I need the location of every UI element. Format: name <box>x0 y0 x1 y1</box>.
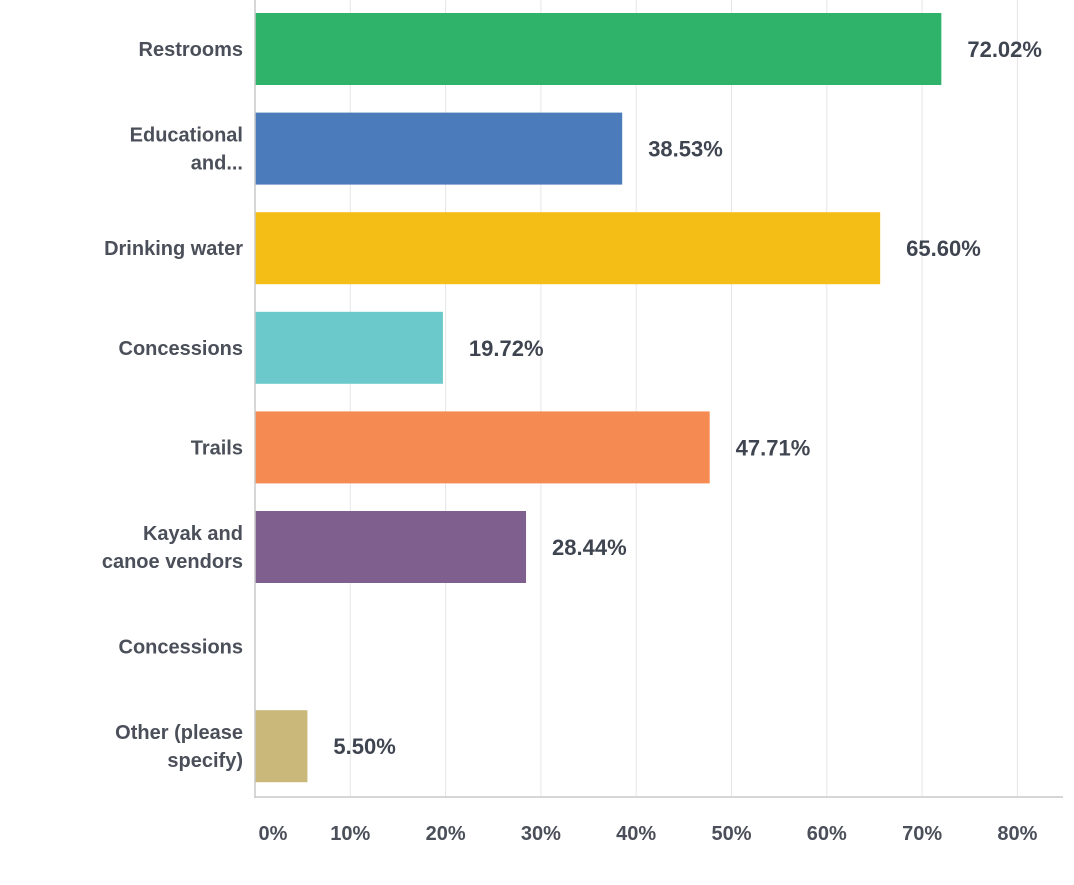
category-label-5: Kayak and canoe vendors <box>102 523 243 573</box>
tick-label-50pct: 50% <box>711 823 751 845</box>
category-label-line: Drinking water <box>104 238 243 260</box>
category-label-3: Concessions <box>119 338 243 360</box>
bar-0 <box>255 13 942 85</box>
bar-3 <box>255 311 443 384</box>
bars <box>255 13 942 783</box>
category-label-line: canoe vendors <box>102 551 243 573</box>
tick-label-60pct: 60% <box>807 823 847 845</box>
x-tick-labels: 0% 10% 20% 30% 40% 50% 60% 70% 80% <box>259 823 1038 845</box>
category-label-line: Educational <box>130 125 243 147</box>
category-label-line: Restrooms <box>139 39 243 61</box>
category-label-line: specify) <box>167 750 243 772</box>
tick-label-30pct: 30% <box>521 823 561 845</box>
value-label-0: 72.02% <box>967 37 1042 62</box>
category-label-2: Drinking water <box>104 238 243 260</box>
bar-1 <box>255 112 623 185</box>
tick-label-10pct: 10% <box>330 823 370 845</box>
category-label-line: Concessions <box>119 637 243 659</box>
category-label-line: Kayak and <box>143 523 243 545</box>
bar-2 <box>255 212 881 285</box>
tick-label-80pct: 80% <box>997 823 1037 845</box>
category-label-line: and... <box>191 153 243 175</box>
axes <box>254 0 1063 798</box>
tick-label-70pct: 70% <box>902 823 942 845</box>
category-label-1: Educational and... <box>130 125 243 175</box>
category-label-4: Trails <box>191 437 243 459</box>
category-label-line: Other (please <box>115 722 243 744</box>
category-label-7: Other (please specify) <box>115 722 243 772</box>
value-label-4: 47.71% <box>736 435 811 460</box>
value-label-7: 5.50% <box>333 734 395 759</box>
tick-label-20pct: 20% <box>426 823 466 845</box>
category-label-line: Concessions <box>119 338 243 360</box>
category-label-6: Concessions <box>119 637 243 659</box>
category-label-line: Trails <box>191 437 243 459</box>
value-label-5: 28.44% <box>552 535 627 560</box>
value-label-2: 65.60% <box>906 236 981 261</box>
tick-label-0pct: 0% <box>259 823 288 845</box>
category-label-0: Restrooms <box>139 39 243 61</box>
value-labels: 72.02% 38.53% 65.60% 19.72% 47.71% 28.44% 5.50… <box>333 37 1042 759</box>
bar-4 <box>255 411 710 484</box>
category-labels: Restrooms Educational and... Drinking water… <box>102 39 243 772</box>
tick-label-40pct: 40% <box>616 823 656 845</box>
value-label-1: 38.53% <box>648 137 723 162</box>
value-label-3: 19.72% <box>469 336 544 361</box>
bar-5 <box>255 511 527 583</box>
bar-7 <box>255 710 308 783</box>
